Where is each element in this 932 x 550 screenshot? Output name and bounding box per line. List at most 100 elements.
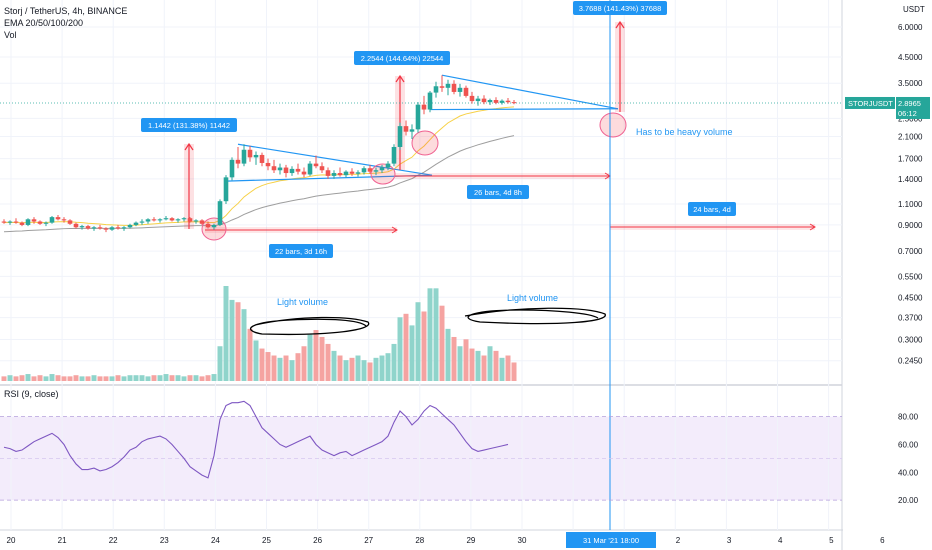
measure-label-2: 2.2544 (144.64%) 22544 (361, 54, 444, 63)
legend-volume[interactable]: Vol (4, 30, 17, 40)
volume-bar (109, 376, 115, 381)
candle-body (145, 219, 151, 222)
volume-bar (361, 360, 367, 381)
volume-bar (469, 348, 475, 381)
volume-bar (85, 376, 91, 381)
scribble-2 (464, 307, 606, 325)
pennant-2-lower[interactable] (429, 108, 619, 111)
price-tick: 2.1000 (898, 133, 923, 142)
time-tick: 29 (466, 536, 475, 545)
range-label-3-box[interactable] (688, 202, 736, 216)
rsi-legend[interactable]: RSI (9, close) (4, 389, 59, 399)
pennant-1-upper[interactable] (237, 143, 433, 176)
ema-fast-line (3, 106, 515, 226)
time-tick: 28 (415, 536, 424, 545)
candle-body (91, 227, 97, 229)
volume-bar (277, 357, 283, 381)
measure-1-arrowhead (184, 142, 194, 151)
candle-body (181, 218, 187, 220)
time-tick: 25 (262, 536, 271, 545)
candle-body (193, 220, 199, 222)
price-tick: 1.1000 (898, 200, 923, 209)
volume-bar (331, 350, 337, 381)
volume-bars (1, 286, 517, 381)
price-axis[interactable] (843, 0, 932, 550)
candle-body (439, 86, 445, 88)
rsi-indicator (0, 400, 842, 501)
candle-body (151, 219, 157, 221)
volume-bar (205, 375, 211, 381)
volume-bar (193, 375, 199, 381)
candle-body (1, 221, 7, 223)
price-tick: 0.3700 (898, 314, 923, 323)
candle-body (109, 227, 115, 230)
highlight-ellipse-3[interactable] (411, 130, 439, 156)
candle-body (235, 159, 241, 164)
candle-body (379, 167, 385, 171)
volume-bar (463, 339, 469, 381)
candle-body (277, 167, 283, 171)
volume-bar (343, 360, 349, 381)
volume-bar (19, 375, 25, 381)
measure-label-3-box[interactable] (573, 1, 667, 15)
range-label-2-box[interactable] (467, 185, 529, 199)
volume-bar (115, 375, 121, 381)
symbol-tag[interactable] (845, 96, 895, 109)
volume-bar (259, 348, 265, 381)
volume-bar (349, 357, 355, 381)
volume-bar (121, 376, 127, 381)
price-tick: 0.2450 (898, 357, 923, 366)
measure-2-arrowhead (395, 74, 405, 83)
volume-bar (247, 328, 253, 381)
volume-bar (49, 374, 55, 381)
candle-body (139, 221, 145, 223)
volume-bar (175, 375, 181, 381)
measure-label-2-box[interactable] (354, 51, 450, 65)
legend-ema[interactable]: EMA 20/50/100/200 (4, 18, 84, 28)
volume-bar (235, 302, 241, 381)
candle-body (253, 154, 259, 158)
time-tick: 24 (211, 536, 220, 545)
candle-body (103, 228, 109, 230)
volume-bar (133, 375, 139, 381)
time-tick: 4 (778, 536, 783, 545)
candle-body (295, 168, 301, 172)
volume-bar (451, 336, 457, 381)
range-1-arrowhead (391, 226, 398, 234)
volume-bar (91, 375, 97, 381)
price-tag[interactable] (896, 96, 930, 119)
volume-bar (61, 376, 67, 381)
candle-body (307, 163, 313, 175)
price-tick: 6.0000 (898, 23, 923, 32)
annotations[interactable]: 1.1442 (131.38%) 11442 2.2544 (144.64%) 2… (141, 1, 736, 307)
range-label-2: 26 bars, 4d 8h (474, 188, 522, 197)
candle-body (55, 217, 61, 220)
candle-body (79, 226, 85, 228)
candle-body (463, 87, 469, 96)
highlight-ellipse-4[interactable] (599, 112, 627, 138)
candle-body (487, 100, 493, 103)
note-light-volume-1: Light volume (277, 297, 328, 307)
volume-bar (457, 346, 463, 381)
rsi-tick: 80.00 (898, 413, 919, 422)
volume-bar (145, 376, 151, 381)
candle-body (331, 173, 337, 176)
highlight-ellipse-2[interactable] (370, 163, 396, 185)
candle-body (511, 102, 517, 104)
symbol-tag-text: STORJUSDT (848, 99, 893, 108)
candle-body (475, 98, 481, 102)
measure-label-1-box[interactable] (141, 118, 237, 132)
candle-body (37, 221, 43, 224)
note-light-volume-2: Light volume (507, 293, 558, 303)
legend-symbol[interactable]: Storj / TetherUS, 4h, BINANCE (4, 6, 128, 16)
candle-body (355, 172, 361, 174)
volume-bar (169, 375, 175, 381)
volume-bar (55, 375, 61, 381)
candle-body (223, 177, 229, 202)
candle-body (397, 126, 403, 147)
volume-bar (253, 340, 259, 381)
price-tick: 0.9000 (898, 221, 923, 230)
range-label-1-box[interactable] (269, 244, 333, 258)
candle-body (241, 149, 247, 164)
